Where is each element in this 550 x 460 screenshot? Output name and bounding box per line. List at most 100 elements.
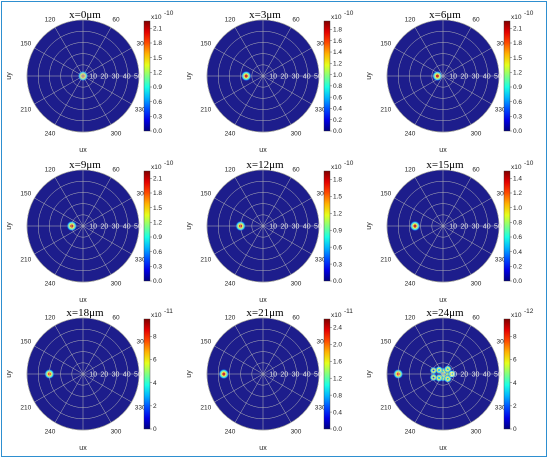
radial-tick-label: 20 [460,372,468,379]
angle-tick-label: 300 [291,131,302,138]
radial-tick-label: 30 [112,224,120,231]
colorbar-tick-label: 0 [513,426,517,433]
intensity-spot-core [437,376,441,380]
angle-tick-label: 60 [112,16,120,23]
colorbar-exponent: x10 [331,312,342,319]
intensity-spot-core [437,368,441,372]
radial-tick-label: 30 [292,372,300,379]
colorbar-tick-label: 0.2 [513,264,522,271]
angle-tick-label: 210 [200,107,211,114]
radial-tick-label: 30 [292,74,300,81]
angle-tick-label: 120 [45,166,56,173]
x-axis-label: ux [439,445,447,452]
angle-tick-label: 150 [200,191,211,198]
panel-title: x=9μm [69,159,101,171]
colorbar-tick-label: 1.2 [333,61,342,68]
grid-spoke [54,325,84,375]
grid-spoke [414,75,444,125]
grid-spoke [82,225,132,255]
colorbar-tick-label: 0.6 [153,249,162,256]
colorbar-tick-label: 0.3 [153,114,162,121]
grid-spoke [394,373,444,403]
colorbar-power: -12 [524,308,534,315]
grid-spoke [442,177,472,227]
angle-tick-label: 300 [111,429,122,436]
angle-tick-label: 210 [200,257,211,264]
colorbar-tick-label: 0.6 [333,244,342,251]
grid-spoke [82,27,112,77]
grid-spoke [234,225,264,275]
grid-spoke [442,197,492,227]
colorbar-power: -10 [164,10,174,17]
grid-spoke [442,27,472,77]
colorbar-tick-label: 0.3 [153,264,162,271]
angle-tick-label: 300 [471,281,482,288]
y-axis-label: uy [186,222,193,230]
grid-spoke [54,27,84,77]
angle-tick-label: 210 [200,405,211,412]
intensity-spot-core [432,369,435,372]
y-axis-label: uy [366,72,373,80]
angle-tick-label: 210 [20,257,31,264]
grid-spoke [262,345,312,375]
colorbar [323,318,331,430]
grid-spoke [82,177,112,227]
angle-tick-label: 240 [225,429,236,436]
x-axis-label: ux [439,147,447,154]
colorbar-tick-label: 0.6 [513,234,522,241]
grid-spoke [34,197,84,227]
radial-tick-label: 20 [100,74,108,81]
grid-spoke [442,75,492,105]
colorbar-tick-label: 1.8 [333,177,342,184]
y-axis-label: uy [6,72,13,80]
angle-tick-label: 240 [225,131,236,138]
angle-tick-label: 120 [225,16,236,23]
angle-tick-label: 240 [45,131,56,138]
colorbar [143,318,151,430]
grid-spoke [394,47,444,77]
colorbar-tick-label: 6 [513,357,517,364]
angle-tick-label: 120 [45,314,56,321]
angle-tick-label: 240 [45,429,56,436]
grid-spoke [214,75,264,105]
y-axis-label: uy [186,72,193,80]
colorbar [323,20,331,132]
angle-tick-label: 120 [225,166,236,173]
radial-tick-label: 30 [112,372,120,379]
grid-spoke [82,373,132,403]
x-axis-label: ux [439,297,447,304]
grid-spoke [214,373,264,403]
colorbar-tick-label: 0.4 [513,249,522,256]
colorbar-tick-label: 0.0 [333,426,342,433]
angle-tick-label: 210 [380,107,391,114]
panel-title: x=15μm [426,159,464,171]
grid-spoke [34,47,84,77]
angle-tick-label: 240 [405,429,416,436]
colorbar-tick-label: 0.0 [513,278,522,285]
colorbar-tick-label: 1.4 [513,176,522,183]
colorbar-tick-label: 2.1 [153,26,162,33]
colorbar-tick-label: 0.8 [333,83,342,90]
colorbar-tick-label: 1.5 [153,205,162,212]
radial-tick-label: 20 [460,224,468,231]
angle-tick-label: 330 [315,405,326,412]
y-axis-label: uy [186,370,193,378]
angle-tick-label: 300 [291,429,302,436]
colorbar-exponent: x10 [331,164,342,171]
radial-tick-label: 50 [134,74,142,81]
colorbar-tick-label: 0.4 [333,409,342,416]
radial-tick-label: 50 [494,224,502,231]
colorbar [503,20,511,132]
angle-tick-label: 330 [135,107,146,114]
grid-spoke [54,373,84,423]
angle-tick-label: 60 [292,166,300,173]
colorbar [323,170,331,282]
radial-tick-label: 40 [303,224,311,231]
grid-spoke [394,225,444,255]
y-axis-label: uy [366,222,373,230]
panel-title: x=21μm [246,307,284,319]
grid-spoke [82,75,132,105]
grid-spoke [82,325,112,375]
